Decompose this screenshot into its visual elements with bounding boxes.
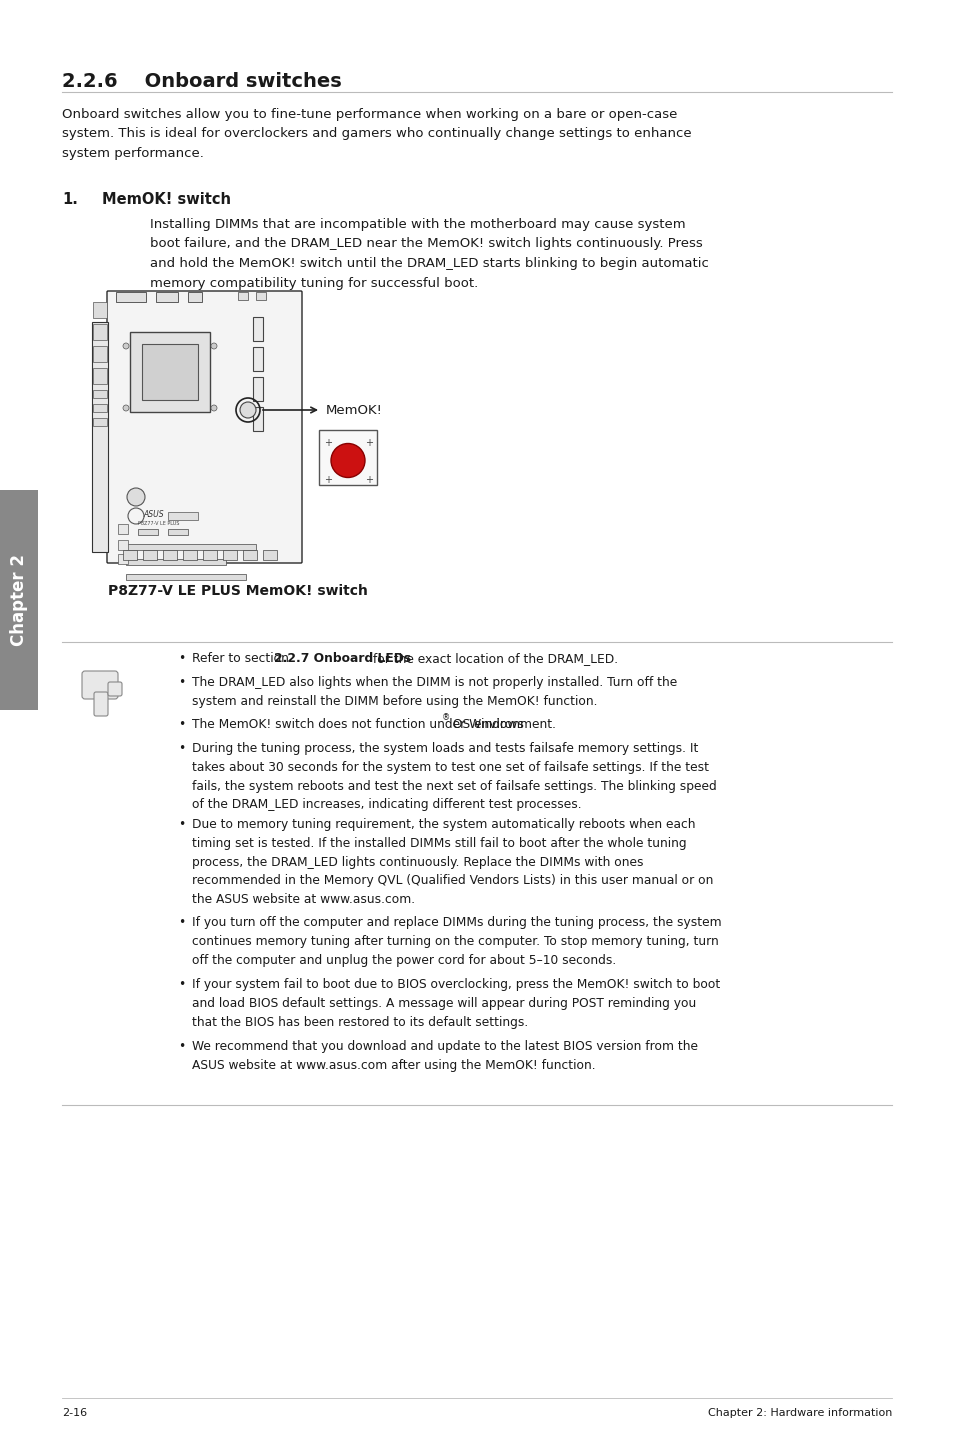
Bar: [138, 529, 158, 535]
Circle shape: [240, 403, 255, 418]
Circle shape: [211, 344, 216, 349]
FancyBboxPatch shape: [82, 672, 118, 699]
Bar: [203, 549, 216, 559]
Text: +: +: [324, 439, 332, 449]
Bar: [183, 549, 196, 559]
Circle shape: [127, 487, 145, 506]
Bar: [92, 418, 107, 426]
Bar: [126, 544, 255, 549]
Bar: [92, 302, 107, 318]
Bar: [188, 292, 202, 302]
Text: MemOK! switch: MemOK! switch: [102, 193, 231, 207]
Text: •: •: [178, 916, 185, 929]
Bar: [253, 407, 263, 431]
Bar: [92, 347, 107, 362]
Text: We recommend that you download and update to the latest BIOS version from the
AS: We recommend that you download and updat…: [192, 1040, 698, 1071]
Text: +: +: [365, 439, 373, 449]
Text: Chapter 2: Hardware information: Chapter 2: Hardware information: [707, 1408, 891, 1418]
Bar: [143, 549, 157, 559]
Bar: [118, 554, 128, 564]
Bar: [255, 292, 266, 301]
FancyBboxPatch shape: [94, 692, 108, 716]
Bar: [126, 574, 246, 580]
Bar: [168, 512, 198, 521]
Bar: [126, 559, 226, 565]
Bar: [92, 324, 107, 339]
Bar: [118, 541, 128, 549]
Text: 2-16: 2-16: [62, 1408, 87, 1418]
Text: The DRAM_LED also lights when the DIMM is not properly installed. Turn off the
s: The DRAM_LED also lights when the DIMM i…: [192, 676, 677, 707]
Text: •: •: [178, 676, 185, 689]
Text: If your system fail to boot due to BIOS overclocking, press the MemOK! switch to: If your system fail to boot due to BIOS …: [192, 978, 720, 1028]
Text: 2.2.6    Onboard switches: 2.2.6 Onboard switches: [62, 72, 341, 91]
Text: •: •: [178, 742, 185, 755]
Text: •: •: [178, 818, 185, 831]
Bar: [318, 430, 376, 485]
Circle shape: [123, 406, 129, 411]
Bar: [263, 549, 276, 559]
Text: +: +: [365, 475, 373, 485]
Bar: [253, 316, 263, 341]
Bar: [123, 549, 137, 559]
Text: •: •: [178, 718, 185, 731]
Bar: [91, 322, 108, 552]
Text: •: •: [178, 978, 185, 991]
Bar: [243, 549, 256, 559]
Text: Installing DIMMs that are incompatible with the motherboard may cause system
boo: Installing DIMMs that are incompatible w…: [150, 219, 708, 289]
Text: 1.: 1.: [62, 193, 78, 207]
Text: Onboard switches allow you to fine-tune performance when working on a bare or op: Onboard switches allow you to fine-tune …: [62, 108, 691, 160]
Bar: [116, 292, 146, 302]
Bar: [168, 529, 188, 535]
Bar: [156, 292, 178, 302]
Bar: [253, 347, 263, 371]
Text: If you turn off the computer and replace DIMMs during the tuning process, the sy: If you turn off the computer and replace…: [192, 916, 720, 966]
Circle shape: [123, 344, 129, 349]
Bar: [0, 490, 38, 710]
FancyBboxPatch shape: [107, 290, 302, 564]
Circle shape: [331, 443, 365, 477]
Circle shape: [211, 406, 216, 411]
Bar: [92, 390, 107, 398]
Text: ASUS: ASUS: [143, 510, 164, 519]
Text: for the exact location of the DRAM_LED.: for the exact location of the DRAM_LED.: [369, 651, 618, 664]
Text: The MemOK! switch does not function under Windows: The MemOK! switch does not function unde…: [192, 718, 523, 731]
Bar: [142, 344, 198, 400]
Text: •: •: [178, 1040, 185, 1053]
Text: P8Z77-V LE PLUS: P8Z77-V LE PLUS: [138, 521, 179, 526]
Bar: [163, 549, 177, 559]
FancyBboxPatch shape: [108, 682, 122, 696]
Bar: [92, 404, 107, 413]
Text: +: +: [324, 475, 332, 485]
Bar: [223, 549, 236, 559]
Text: Refer to section: Refer to section: [192, 651, 293, 664]
Bar: [130, 332, 210, 413]
Text: P8Z77-V LE PLUS MemOK! switch: P8Z77-V LE PLUS MemOK! switch: [108, 584, 368, 598]
Text: •: •: [178, 651, 185, 664]
Text: During the tuning process, the system loads and tests failsafe memory settings. : During the tuning process, the system lo…: [192, 742, 716, 811]
Text: Due to memory tuning requirement, the system automatically reboots when each
tim: Due to memory tuning requirement, the sy…: [192, 818, 713, 906]
Bar: [253, 377, 263, 401]
Text: ®: ®: [441, 713, 450, 722]
Bar: [237, 292, 248, 301]
Text: 2.2.7 Onboard LEDs: 2.2.7 Onboard LEDs: [274, 651, 411, 664]
Bar: [92, 368, 107, 384]
Bar: [118, 523, 128, 533]
Text: Chapter 2: Chapter 2: [10, 554, 28, 646]
Text: OS environment.: OS environment.: [449, 718, 556, 731]
Text: MemOK!: MemOK!: [326, 404, 382, 417]
